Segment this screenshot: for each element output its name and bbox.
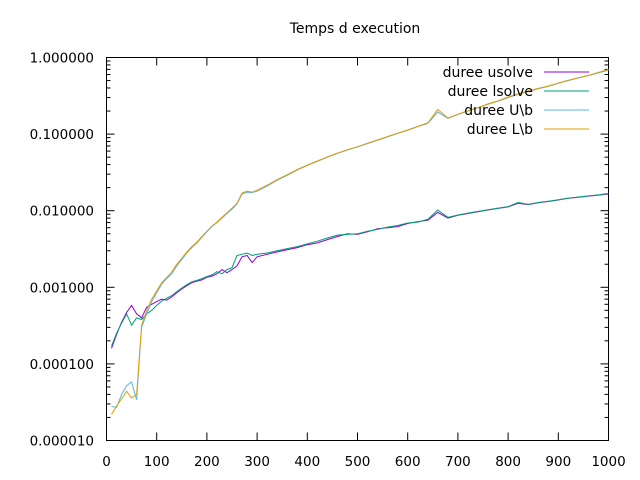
legend-label: duree U\b	[464, 103, 533, 119]
chart-title: Temps d execution	[289, 21, 421, 37]
series-line-3	[111, 69, 609, 409]
y-tick-label: 0.000010	[30, 434, 94, 450]
series-line-4	[111, 68, 609, 415]
y-axis: 0.000010 0.000100 0.001000 0.010000 0.100000…	[30, 51, 609, 450]
series-line-1	[111, 193, 609, 349]
y-tick-label: 1.000000	[30, 51, 94, 67]
x-tick-label: 800	[495, 454, 521, 470]
plot-border	[106, 57, 609, 441]
x-tick-label: 500	[345, 454, 371, 470]
y-tick-label: 0.000100	[30, 357, 94, 373]
series-line-2	[111, 192, 609, 347]
x-tick-label: 0	[102, 454, 111, 470]
x-tick-label: 300	[244, 454, 270, 470]
x-tick-label: 100	[144, 454, 170, 470]
x-tick-label: 700	[445, 454, 471, 470]
x-tick-label: 400	[294, 454, 320, 470]
y-tick-label: 0.001000	[30, 280, 94, 296]
y-tick-label: 0.010000	[30, 204, 94, 220]
legend-label: duree lsolve	[448, 84, 533, 100]
legend-label: duree L\b	[467, 122, 533, 138]
x-tick-label: 900	[545, 454, 571, 470]
x-tick-label: 1000	[591, 454, 625, 470]
x-tick-label: 600	[395, 454, 421, 470]
x-tick-label: 200	[194, 454, 220, 470]
series-layer	[111, 68, 609, 415]
legend: duree usolve duree lsolve duree U\b duree L…	[443, 65, 589, 138]
x-axis: 0 100 200 300 400 500 600 700 800 900 1000	[102, 57, 626, 470]
y-tick-label: 0.100000	[30, 127, 94, 143]
legend-label: duree usolve	[443, 65, 533, 81]
